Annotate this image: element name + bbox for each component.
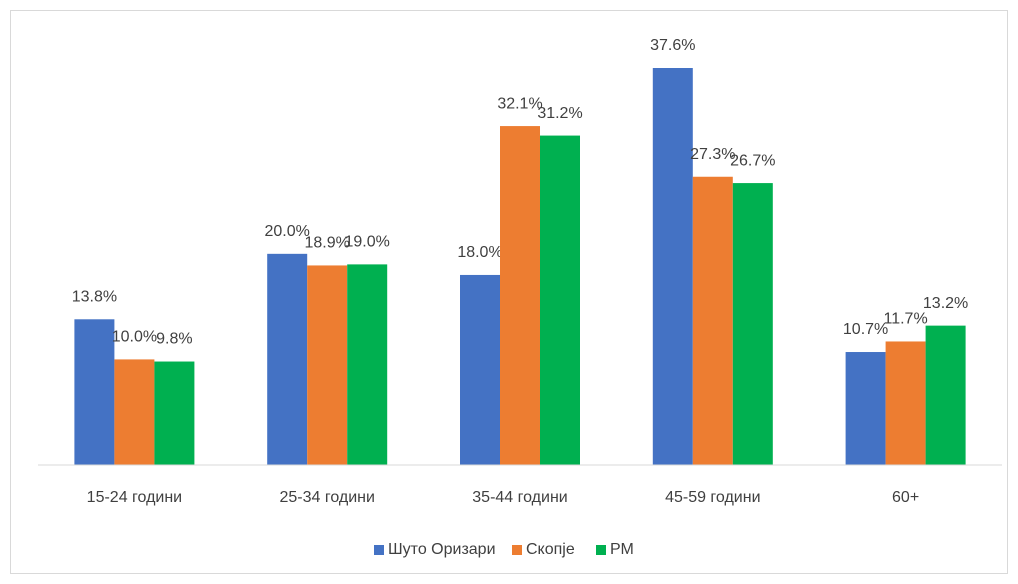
- data-label: 18.9%: [305, 235, 350, 252]
- bar: [267, 253, 308, 465]
- legend-label: РМ: [610, 541, 634, 558]
- data-label: 19.0%: [345, 234, 390, 251]
- bar: [460, 274, 500, 465]
- legend-swatch: [374, 545, 384, 555]
- data-label: 27.3%: [690, 146, 735, 163]
- bar: [307, 265, 348, 465]
- bar: [692, 176, 733, 465]
- bar: [347, 264, 388, 465]
- bar: [845, 352, 886, 465]
- legend-label: Скопје: [526, 541, 575, 558]
- data-label: 13.8%: [72, 289, 117, 306]
- bar: [74, 319, 115, 465]
- bar: [114, 359, 155, 465]
- data-label: 32.1%: [497, 95, 542, 112]
- bar: [652, 68, 693, 465]
- data-label: 10.7%: [843, 321, 888, 338]
- bar: [154, 361, 195, 465]
- data-label: 26.7%: [730, 152, 775, 169]
- data-label: 9.8%: [156, 331, 192, 348]
- bar: [540, 135, 580, 465]
- data-label: 31.2%: [537, 105, 582, 122]
- legend-swatch: [596, 545, 606, 555]
- data-label: 11.7%: [884, 311, 928, 328]
- data-label: 10.0%: [112, 329, 157, 346]
- legend-label: Шуто Оризари: [388, 541, 496, 558]
- data-label: 37.6%: [650, 37, 695, 54]
- data-label: 20.0%: [265, 223, 310, 240]
- bar: [925, 325, 966, 465]
- x-tick-label: 25-34 години: [279, 489, 374, 506]
- legend-swatch: [512, 545, 522, 555]
- x-tick-label: 45-59 години: [665, 489, 760, 506]
- x-tick-label: 15-24 години: [87, 489, 182, 506]
- data-label: 13.2%: [923, 295, 968, 312]
- data-label: 18.0%: [457, 244, 502, 261]
- bar: [732, 183, 773, 465]
- x-tick-label: 60+: [892, 489, 919, 506]
- x-tick-label: 35-44 години: [472, 489, 567, 506]
- bar: [500, 126, 540, 465]
- bar: [885, 341, 926, 465]
